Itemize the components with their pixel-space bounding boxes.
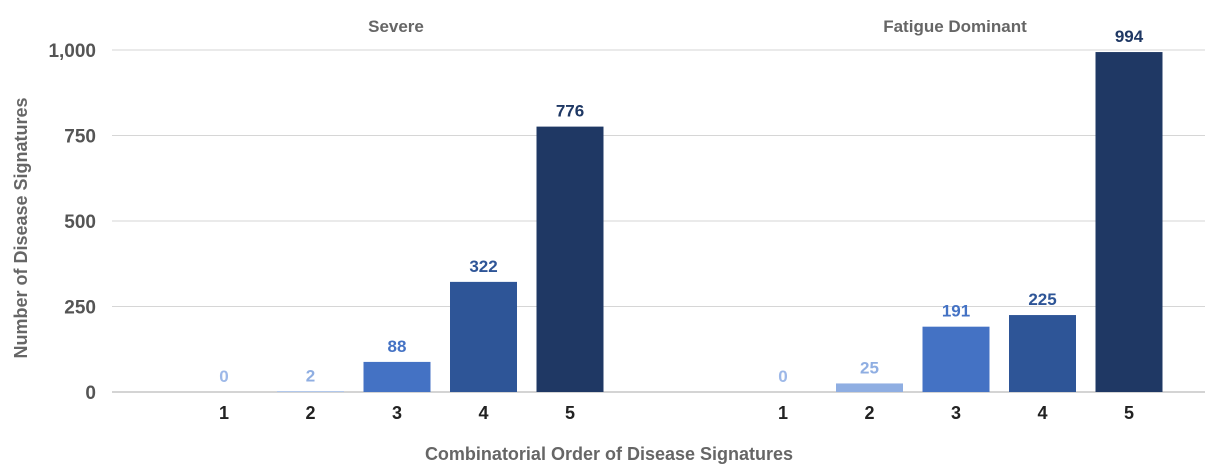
data-label: 994: [1115, 27, 1144, 46]
x-axis-label: Combinatorial Order of Disease Signature…: [425, 444, 793, 464]
group-1: 0 1 25 2 191 3 225 4 994 5: [778, 27, 1163, 423]
x-tick-label: 2: [864, 403, 874, 423]
data-label: 88: [388, 337, 407, 356]
x-tick-label: 5: [565, 403, 575, 423]
bar: [1095, 52, 1163, 392]
chart-groups: 0 1 2 2 88 3 322 4 776 5 0 1 25 2 191 3 225 4 994 5: [219, 27, 1163, 423]
x-tick-label: 4: [1037, 403, 1047, 423]
x-tick-label: 5: [1124, 403, 1134, 423]
data-label: 0: [778, 367, 787, 386]
y-tick-label: 250: [64, 298, 96, 319]
data-label: 25: [860, 358, 879, 377]
data-label: 2: [306, 366, 315, 385]
data-label: 225: [1028, 290, 1056, 309]
group-title-fatigue-dominant: Fatigue Dominant: [883, 17, 1027, 36]
x-tick-label: 3: [392, 403, 402, 423]
bar: [536, 126, 604, 392]
y-tick-label: 750: [64, 127, 96, 148]
group-title-severe: Severe: [368, 17, 424, 36]
data-label: 322: [469, 257, 497, 276]
data-label: 0: [219, 367, 228, 386]
data-label: 776: [556, 102, 584, 121]
bar: [450, 281, 517, 392]
y-tick-label: 1,000: [48, 41, 96, 62]
y-axis-label: Number of Disease Signatures: [11, 97, 31, 358]
bar: [363, 361, 431, 392]
data-label: 191: [942, 302, 970, 321]
x-tick-label: 1: [219, 403, 229, 423]
bar: [1009, 315, 1076, 392]
group-0: 0 1 2 2 88 3 322 4 776 5: [219, 102, 604, 423]
bar: [836, 383, 903, 392]
y-tick-label: 500: [64, 212, 96, 233]
y-tick-label: 0: [85, 383, 96, 404]
y-axis-ticks: 0 250 500 750 1,000: [48, 41, 96, 404]
x-tick-label: 2: [305, 403, 315, 423]
x-tick-label: 1: [778, 403, 788, 423]
x-tick-label: 3: [951, 403, 961, 423]
x-tick-label: 4: [478, 403, 488, 423]
bar: [277, 391, 344, 392]
bar: [922, 326, 990, 392]
